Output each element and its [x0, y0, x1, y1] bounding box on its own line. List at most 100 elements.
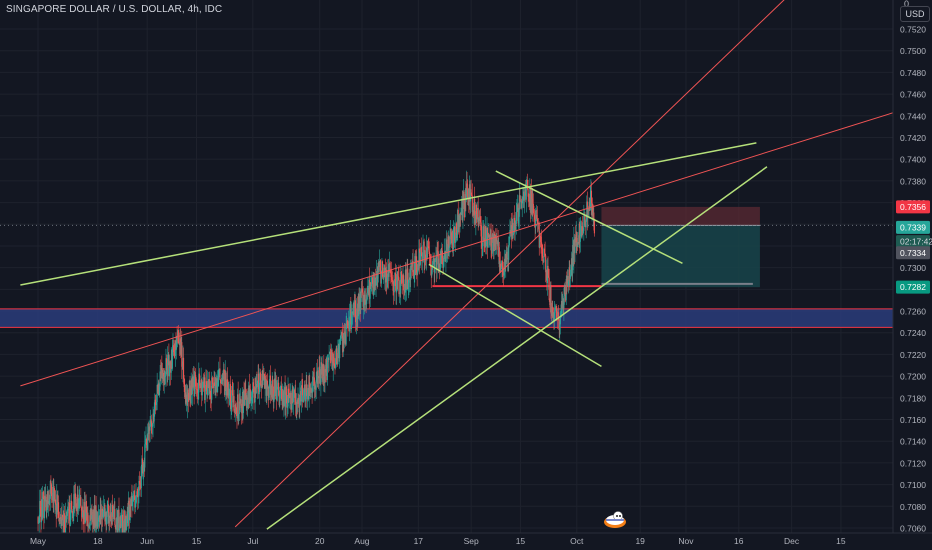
candle-body	[552, 312, 554, 314]
candle-body	[149, 420, 151, 431]
candle-body	[288, 396, 290, 403]
candle-body	[221, 377, 223, 384]
candle-body	[111, 504, 114, 513]
candle-body	[232, 396, 234, 403]
candle-body	[87, 512, 89, 526]
candle-body	[308, 387, 310, 400]
candle-body	[164, 374, 166, 378]
candle-body	[246, 395, 248, 408]
candle-body	[235, 405, 237, 408]
candle-body	[228, 394, 230, 396]
candle-body	[66, 513, 68, 516]
candle-body	[160, 371, 162, 374]
candle-body	[344, 334, 347, 345]
candle-body	[250, 398, 252, 401]
candle-body	[578, 223, 580, 244]
candle-body	[462, 191, 465, 203]
candle-body	[308, 382, 310, 400]
candle-body	[233, 396, 235, 411]
candle-body	[451, 230, 453, 245]
candle-body	[309, 382, 311, 388]
candle-body	[381, 261, 384, 277]
candle-body	[579, 223, 581, 242]
candle-body	[315, 385, 317, 390]
candle-body	[42, 496, 44, 518]
candle-body	[255, 387, 257, 389]
candle-body	[348, 321, 350, 332]
green-trendline-top	[20, 142, 757, 286]
candle-body	[347, 324, 349, 326]
candle-body	[445, 250, 447, 262]
candle-body	[103, 506, 105, 512]
candle-body	[576, 242, 578, 247]
candle-body	[240, 398, 242, 406]
candle-body	[217, 382, 219, 393]
candle-body	[94, 505, 96, 528]
candle-body	[466, 183, 468, 191]
candle-body	[282, 392, 284, 406]
candle-body	[212, 383, 214, 385]
candle-body	[343, 337, 345, 344]
y-tick-label: 0.7400	[900, 155, 926, 165]
candle-body	[418, 248, 420, 270]
candle-body	[338, 343, 340, 359]
candle-body	[225, 387, 227, 396]
candle-body	[299, 391, 301, 395]
candle-body	[344, 331, 346, 335]
candle-body	[259, 372, 261, 381]
emoji-icon[interactable]	[603, 509, 627, 529]
candle-body	[543, 248, 545, 263]
candle-body	[495, 235, 497, 242]
candle-body	[156, 384, 158, 402]
candle-body	[275, 384, 277, 393]
candle-body	[401, 282, 404, 284]
candle-body	[377, 262, 379, 273]
candle-body	[578, 242, 580, 244]
candle-body	[146, 439, 148, 446]
candle-body	[319, 372, 321, 385]
candle-body	[540, 236, 542, 243]
currency-button[interactable]: USD	[900, 6, 930, 22]
candle-body	[481, 246, 483, 248]
candle-body	[581, 226, 583, 237]
candle-body	[161, 369, 163, 379]
candle-body	[118, 509, 120, 531]
candle-body	[40, 499, 43, 523]
candle-body	[370, 282, 372, 287]
candle-body	[65, 515, 67, 520]
candle-body	[359, 296, 361, 312]
candle-body	[418, 248, 421, 266]
candle-body	[474, 198, 476, 215]
candle-body	[584, 215, 586, 226]
candle-body	[197, 392, 199, 394]
candle-body	[254, 387, 256, 403]
candle-body	[213, 382, 215, 388]
candle-body	[256, 383, 258, 388]
candle-body	[404, 269, 406, 293]
candle-body	[549, 299, 551, 306]
candle-body	[575, 231, 577, 243]
candle-body	[108, 515, 110, 524]
candle-body	[527, 189, 529, 197]
y-tick-label: 0.7520	[900, 25, 926, 35]
candle-body	[465, 183, 468, 201]
candle-body	[440, 251, 442, 264]
candle-body	[360, 289, 362, 311]
candle-body	[295, 403, 297, 414]
candle-body	[215, 378, 217, 380]
candle-body	[448, 246, 450, 248]
x-tick-label: 15	[192, 536, 202, 546]
candle-body	[268, 386, 270, 398]
candle-body	[96, 521, 98, 527]
candle-body	[198, 373, 200, 393]
candle-body	[371, 277, 374, 284]
candle-body	[282, 392, 284, 406]
candle-body	[207, 381, 209, 388]
candle-body	[80, 497, 82, 508]
candle-body	[300, 391, 302, 402]
candle-body	[587, 209, 590, 211]
candle-body	[317, 375, 319, 384]
candle-body	[160, 368, 162, 374]
